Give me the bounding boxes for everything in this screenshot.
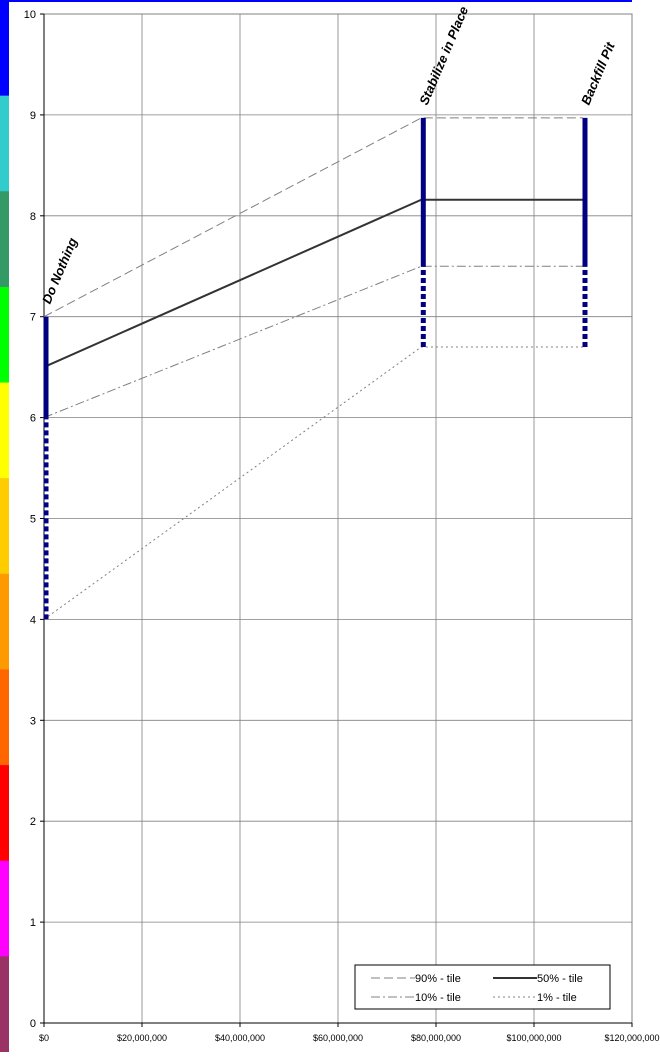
color-scale-segment	[0, 956, 9, 1053]
y-tick-label: 6	[30, 413, 36, 425]
y-tick-label: 9	[30, 110, 36, 122]
color-scale-segment	[0, 669, 9, 766]
x-tick-label: $80,000,000	[411, 1033, 461, 1043]
color-scale-segment	[0, 191, 9, 288]
series-line	[43, 346, 583, 620]
series-line	[43, 117, 583, 318]
legend-label: 10% - tile	[415, 992, 461, 1004]
legend-label: 1% - tile	[537, 992, 577, 1004]
x-tick-label: $120,000,000	[604, 1033, 659, 1043]
color-scale-segment	[0, 765, 9, 862]
color-scale-segment	[0, 0, 9, 97]
legend-box	[354, 964, 611, 1010]
y-tick-label: 1	[30, 917, 36, 929]
y-tick-label: 2	[30, 816, 36, 828]
color-scale-segment	[0, 860, 9, 957]
legend-label: 90% - tile	[415, 973, 461, 985]
color-scale-segment	[0, 286, 9, 384]
color-scale-segment	[0, 95, 9, 192]
x-tick-label: $0	[39, 1033, 49, 1043]
color-scale-segment	[0, 573, 9, 670]
series-line	[43, 265, 583, 419]
y-tick-label: 5	[30, 514, 36, 526]
x-tick-label: $100,000,000	[506, 1033, 561, 1043]
top-accent-line	[0, 0, 632, 2]
y-tick-label: 4	[30, 614, 36, 626]
color-scale-segment	[0, 478, 9, 575]
y-tick-label: 3	[30, 715, 36, 727]
y-tick-label: 10	[24, 9, 36, 21]
color-scale-segment	[0, 382, 9, 479]
x-tick-label: $40,000,000	[215, 1033, 265, 1043]
x-tick-label: $20,000,000	[117, 1033, 167, 1043]
y-tick-label: 8	[30, 211, 36, 223]
x-tick-label: $60,000,000	[313, 1033, 363, 1043]
y-tick-label: 7	[30, 312, 36, 324]
legend-label: 50% - tile	[537, 973, 583, 985]
y-tick-label: 0	[30, 1018, 36, 1030]
